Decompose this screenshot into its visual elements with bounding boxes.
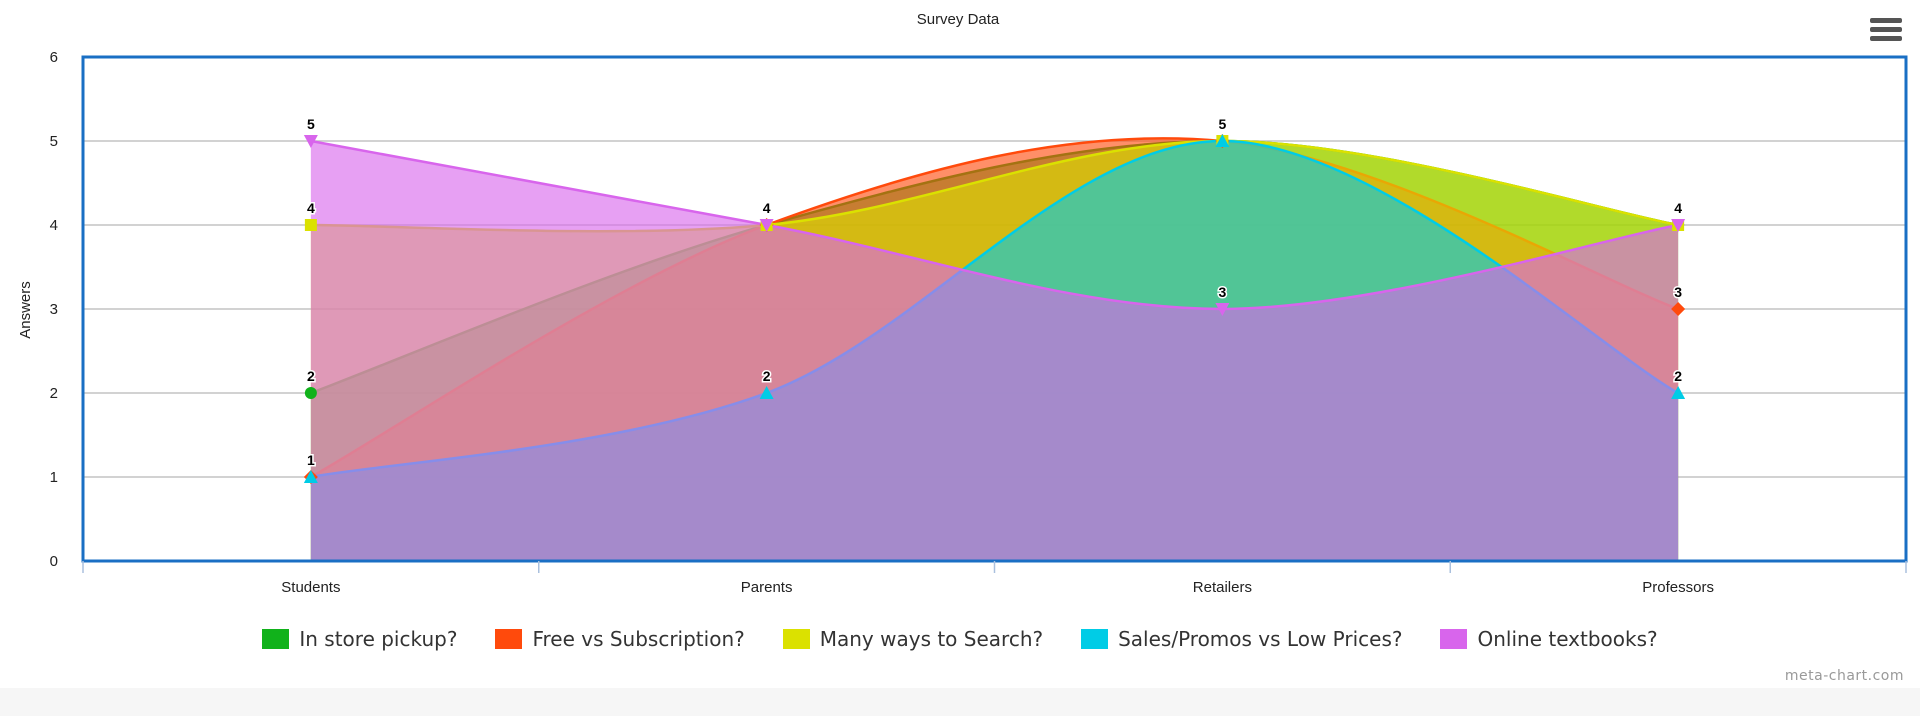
- data-label: 4: [307, 200, 315, 216]
- series-areas: [310, 137, 1679, 561]
- data-point[interactable]: [304, 219, 317, 231]
- legend: In store pickup? Free vs Subscription? Man…: [0, 622, 1920, 656]
- x-tick-label: Retailers: [1193, 579, 1252, 596]
- data-point[interactable]: [304, 387, 317, 399]
- legend-item[interactable]: Free vs Subscription?: [495, 627, 745, 651]
- y-tick-label: 6: [50, 49, 58, 66]
- axes: 0 1 2 3 4 5 6 Students Parents Retailers Professor…: [50, 49, 1908, 596]
- legend-label: Sales/Promos vs Low Prices?: [1118, 627, 1403, 651]
- chart-svg: Survey Data Answers 2 4 5 4 1 3 4 2 2 5 3 0 1 2 3 4 5 6 S…: [17, 11, 1908, 596]
- data-point[interactable]: [1215, 303, 1230, 316]
- data-point[interactable]: [759, 386, 774, 399]
- data-label: 5: [307, 116, 315, 132]
- chart-container: Survey Data Answers 2 4 5 4 1 3 4 2 2 5 3 0 1 2 3 4 5 6 S…: [0, 11, 1920, 684]
- legend-swatch: [1081, 629, 1109, 649]
- data-label: 3: [1674, 284, 1682, 300]
- legend-swatch: [495, 629, 523, 649]
- x-tick-label: Professors: [1642, 579, 1714, 596]
- y-tick-label: 1: [50, 469, 58, 486]
- x-tick-label: Students: [281, 579, 340, 596]
- series-markers: [303, 134, 1686, 484]
- y-tick-label: 5: [50, 133, 58, 150]
- data-label: 2: [1674, 368, 1682, 384]
- data-point[interactable]: [759, 219, 774, 232]
- credits-link[interactable]: meta-chart.com: [1784, 668, 1904, 684]
- data-label: 2: [763, 368, 771, 384]
- data-point[interactable]: [1215, 134, 1230, 147]
- y-tick-label: 4: [50, 217, 58, 234]
- x-tick-label: Parents: [741, 579, 793, 596]
- data-label: 4: [763, 200, 771, 216]
- legend-item[interactable]: Online textbooks?: [1440, 627, 1658, 651]
- legend-swatch: [262, 629, 290, 649]
- y-axis-title: Answers: [17, 281, 34, 339]
- legend-label: Online textbooks?: [1477, 627, 1658, 651]
- legend-label: Many ways to Search?: [819, 627, 1044, 651]
- y-tick-label: 3: [50, 301, 58, 318]
- data-labels: 2 4 5 4 1 3 4 2 2 5 3: [305, 115, 1683, 470]
- data-point[interactable]: [1671, 219, 1686, 232]
- footer-band: [0, 688, 1920, 716]
- data-point[interactable]: [1671, 386, 1686, 399]
- legend-label: In store pickup?: [299, 627, 458, 651]
- data-label: 3: [1218, 284, 1226, 300]
- series-line: [310, 139, 1679, 311]
- legend-swatch: [1440, 629, 1468, 649]
- data-label: 4: [1674, 200, 1682, 216]
- data-point[interactable]: [303, 135, 318, 148]
- legend-label: Free vs Subscription?: [532, 627, 745, 651]
- legend-swatch: [782, 629, 810, 649]
- legend-item[interactable]: Many ways to Search?: [782, 627, 1044, 651]
- data-label: 2: [307, 368, 315, 384]
- data-label: 1: [307, 452, 315, 468]
- data-label: 5: [1218, 116, 1226, 132]
- data-point[interactable]: [1671, 302, 1686, 316]
- data-point[interactable]: [303, 470, 318, 483]
- legend-item[interactable]: In store pickup?: [262, 627, 457, 651]
- legend-item[interactable]: Sales/Promos vs Low Prices?: [1081, 627, 1402, 651]
- hamburger-menu-icon[interactable]: [1870, 18, 1902, 46]
- series-area: [310, 141, 1679, 561]
- y-tick-label: 0: [50, 553, 58, 570]
- chart-title: Survey Data: [917, 11, 1000, 28]
- y-tick-label: 2: [50, 385, 58, 402]
